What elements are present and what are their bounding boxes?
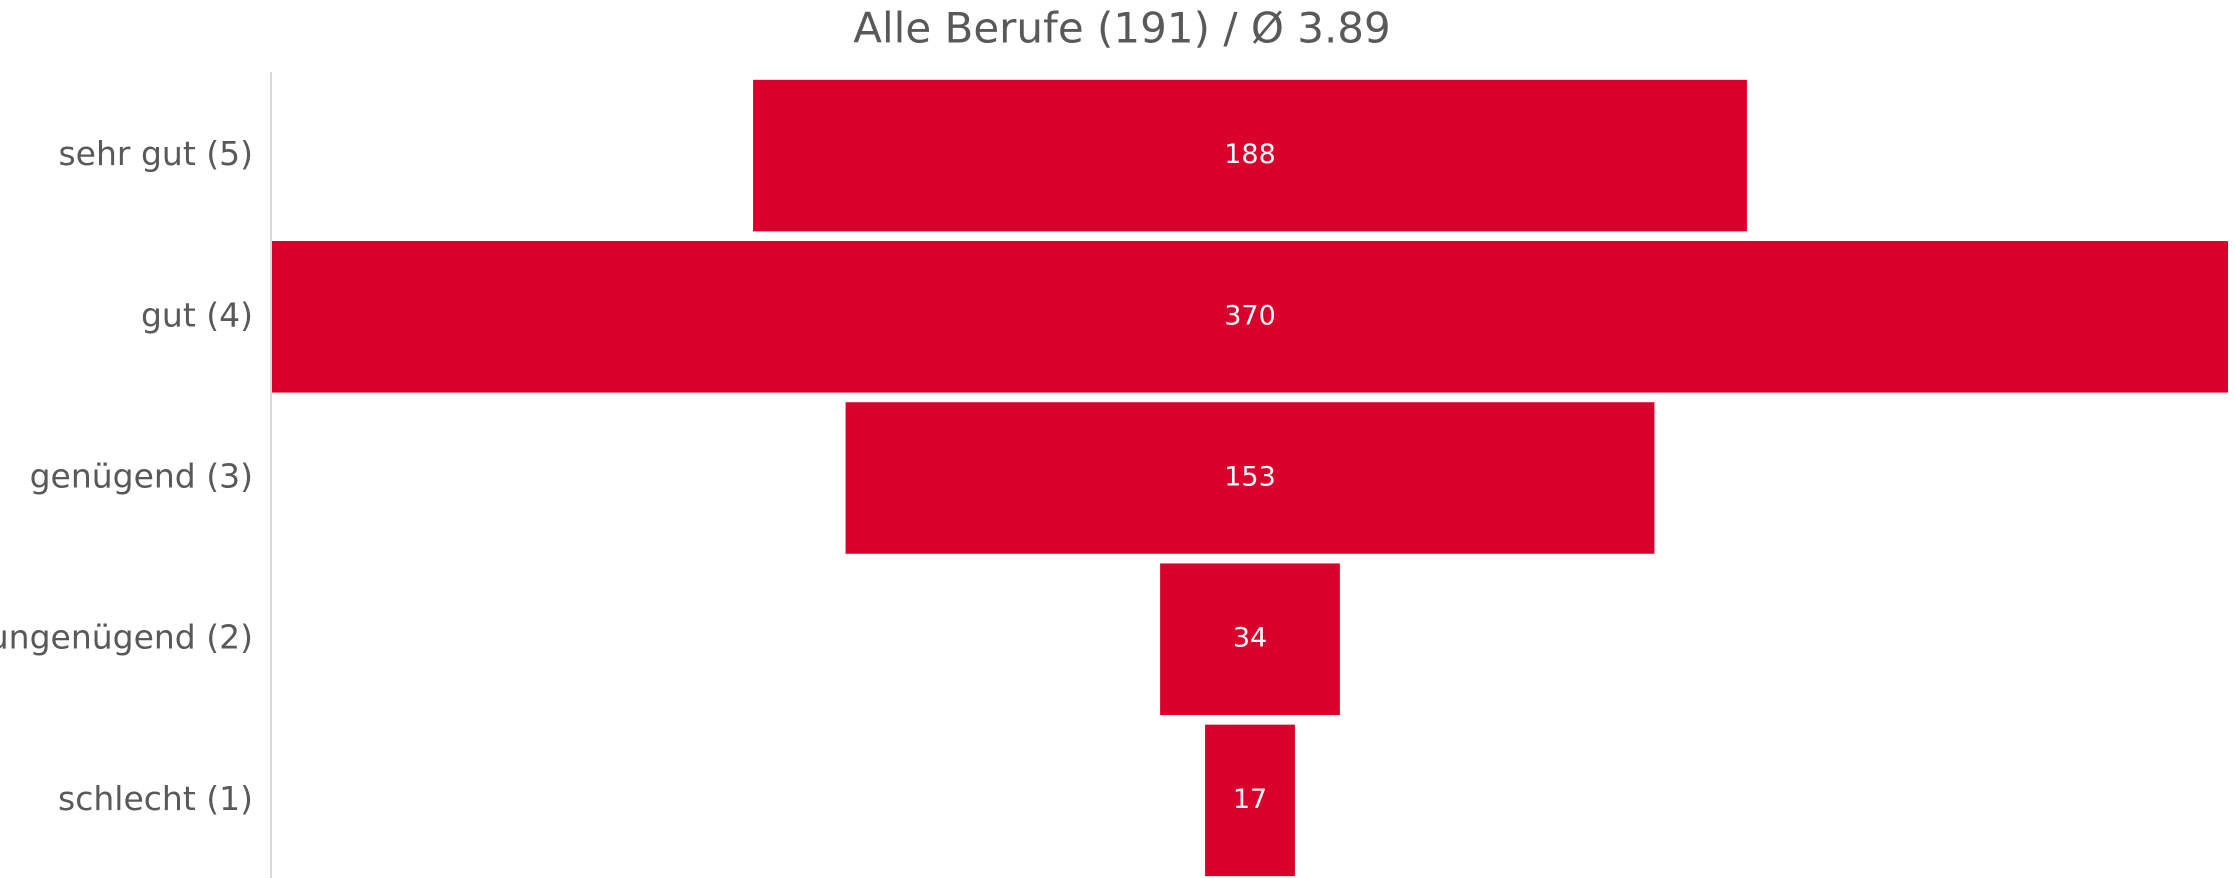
value-label: 188 — [1224, 139, 1276, 170]
category-label: sehr gut (5) — [58, 134, 253, 173]
value-label: 370 — [1224, 300, 1276, 331]
bar — [845, 402, 1655, 554]
category-label: genügend (3) — [30, 457, 253, 496]
value-label: 17 — [1233, 784, 1267, 815]
value-label: 153 — [1224, 462, 1276, 493]
bar — [1160, 563, 1340, 715]
bar — [272, 241, 2228, 393]
category-label: schlecht (1) — [58, 779, 253, 818]
bar — [753, 79, 1747, 232]
value-label: 34 — [1233, 623, 1267, 654]
bar — [1205, 724, 1295, 877]
category-label: gut (4) — [141, 295, 253, 334]
chart-title: Alle Berufe (191) / Ø 3.89 — [853, 4, 1391, 53]
category-label: ungenügend (2) — [0, 618, 253, 657]
